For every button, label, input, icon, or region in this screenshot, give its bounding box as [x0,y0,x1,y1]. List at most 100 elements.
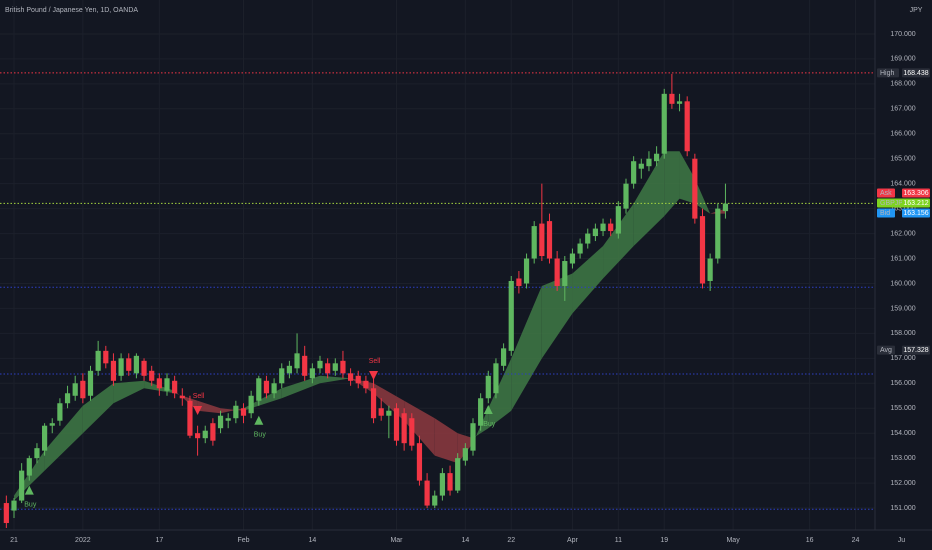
x-tick-label: May [726,537,740,544]
candle-body [72,383,78,396]
candle-body [631,161,637,184]
candle-body [340,360,346,374]
candle-body [378,408,384,416]
price-label-name: Bid [880,210,890,217]
candle-body [669,93,675,104]
candle-body [248,395,254,414]
candle-body [516,278,522,286]
candle-body [485,375,491,399]
signal-marker [254,415,264,425]
price-label-name: Ask [880,190,892,197]
candle-body [325,363,331,374]
candle-body [661,93,667,154]
candle-body [240,408,247,416]
candle-body [317,360,323,369]
candle-body [11,500,17,511]
candle-body [370,388,377,419]
candle-body [271,383,277,394]
signal-marker [369,371,379,381]
y-tick-label: 157.000 [890,355,915,362]
candle-body [722,203,729,212]
candle-body [133,355,139,374]
candle-body [386,410,392,416]
price-label-name-box [877,345,895,355]
x-tick-label: 17 [155,537,163,544]
candle-body [409,418,415,446]
candle-body [653,153,660,162]
price-label-value: 163.212 [903,200,928,207]
signal-label: Sell [193,393,205,400]
x-tick-label: Mar [390,537,403,544]
x-tick-label: 14 [461,537,469,544]
band-segment [197,400,221,414]
candle-body [210,423,216,441]
x-tick-label: 16 [806,537,814,544]
candle-body [554,258,560,286]
candle-body [103,350,109,364]
band-segment [434,418,458,464]
candle-body [164,378,170,391]
y-tick-label: 162.000 [890,230,915,237]
price-axis [875,0,932,550]
candle-body [141,360,147,376]
y-tick-label: 165.000 [890,156,915,163]
currency: JPY [910,7,923,14]
candle-body [424,480,430,506]
y-tick-label: 167.000 [890,106,915,113]
candle-body [110,360,117,381]
candle-body [87,370,94,396]
candle-body [707,258,713,281]
price-label-name-box [877,68,899,78]
band-segment [488,358,512,429]
candle-body [26,458,32,476]
band-segment [113,380,145,404]
candle-body [562,261,568,286]
candle-body [34,448,40,459]
candle-body [646,158,652,167]
price-label-name-box [877,208,895,218]
candle-body [95,350,101,371]
price-label-name: High [880,70,895,77]
candle-body [256,378,262,401]
candle-body [217,415,224,429]
candle-body [531,226,537,259]
candle-body [156,378,162,389]
candle-body [187,400,193,436]
candle-body [202,430,208,439]
candle-body [569,253,576,264]
candle-body [126,358,132,371]
candle-body [439,473,445,496]
signal-marker [24,485,34,495]
candle-body [118,358,124,376]
x-tick-label: 2022 [75,537,91,544]
y-tick-label: 158.000 [890,330,915,337]
candle-body [41,425,48,451]
x-tick-label: 19 [660,537,668,544]
candle-body [302,355,308,376]
candle-body [432,495,438,506]
candle-body [493,363,499,394]
candle-body [523,258,530,284]
signal-label: Buy [24,501,37,508]
price-label-value: 163.306 [903,190,928,197]
band-segment [82,383,114,434]
candle-body [676,101,683,104]
x-tick-label: 11 [615,537,622,544]
y-tick-label: 156.000 [890,380,915,387]
candle-body [416,443,423,481]
candle-body [455,458,461,491]
band-segment [679,151,695,204]
price-label-name: Avg [880,347,892,354]
candle-body [80,380,86,399]
price-label-name-box [877,198,907,208]
candle-body [363,380,369,389]
candle-body [638,163,644,169]
candle-body [172,380,178,394]
y-tick-label: 161.000 [890,255,915,262]
candle-body [508,280,514,351]
candle-body [692,158,698,219]
candle-body [64,393,71,404]
price-label-value: 157.328 [903,347,928,354]
y-tick-label: 160.000 [890,280,915,287]
